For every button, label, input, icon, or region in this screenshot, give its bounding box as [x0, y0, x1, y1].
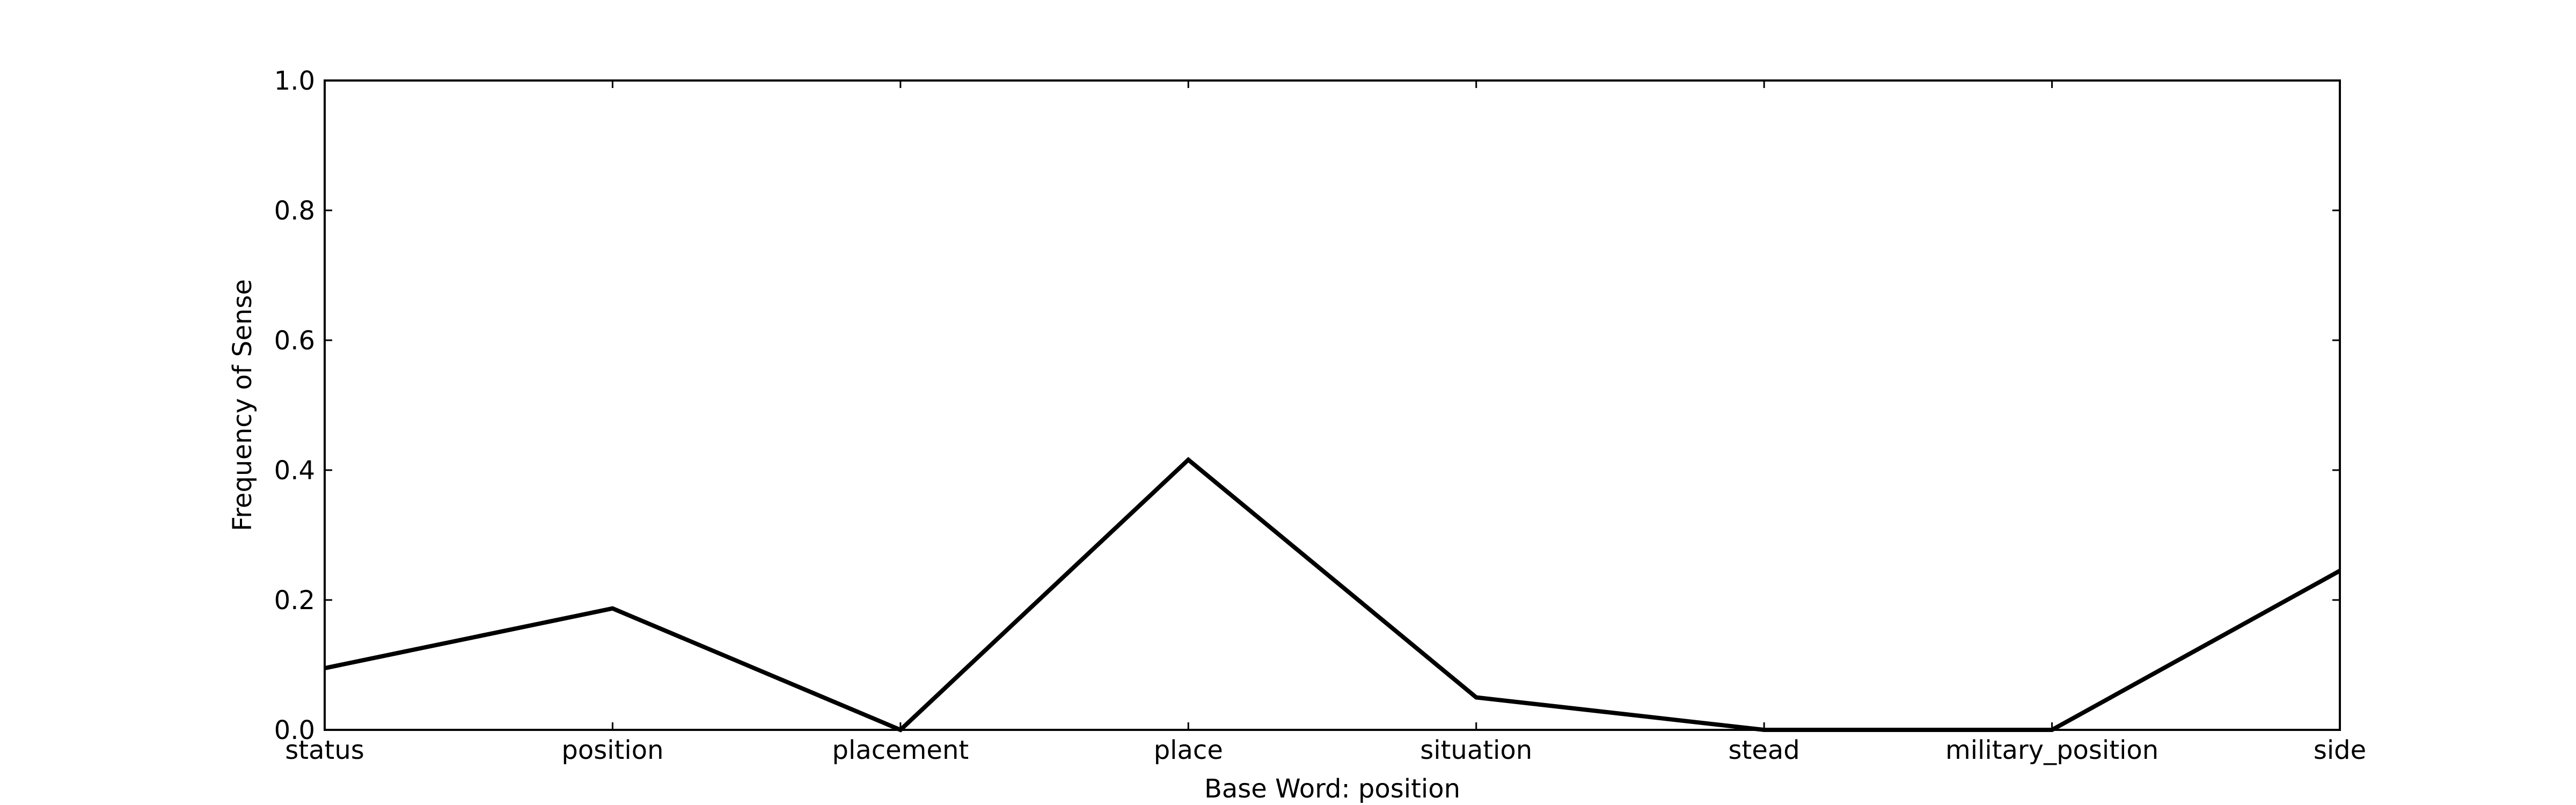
y-axis-label: Frequency of Sense [228, 279, 258, 531]
y-tick-label: 1.0 [274, 66, 315, 96]
y-tick-label: 0.4 [274, 456, 315, 486]
x-tick-label: status [285, 735, 364, 765]
x-tick-label: position [561, 735, 663, 765]
x-tick-label: placement [832, 735, 969, 765]
x-tick-label: stead [1729, 735, 1800, 765]
x-tick-label: situation [1420, 735, 1532, 765]
y-tick-label: 0.0 [274, 715, 315, 745]
y-tick-label: 0.2 [274, 586, 315, 616]
series-line [324, 457, 2341, 733]
x-tick-label: military_position [1945, 735, 2158, 765]
y-tick-label: 0.6 [274, 326, 315, 356]
x-axis-label: Base Word: position [1204, 774, 1460, 804]
series-layer [324, 457, 2341, 733]
ticks-layer [324, 79, 2341, 731]
y-tick-label: 0.8 [274, 196, 315, 226]
x-tick-label: side [2314, 735, 2366, 765]
plot-frame [324, 79, 2341, 731]
x-tick-label: place [1154, 735, 1223, 765]
tick-labels-layer: status position placement place situation ste… [274, 66, 2367, 765]
